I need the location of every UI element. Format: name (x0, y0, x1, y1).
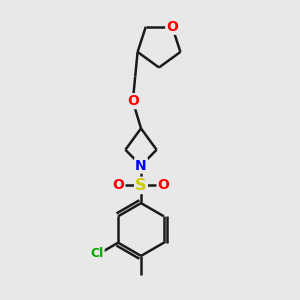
Text: O: O (127, 94, 139, 108)
Text: O: O (166, 20, 178, 34)
Text: S: S (135, 178, 147, 193)
Text: Cl: Cl (90, 247, 104, 260)
Text: N: N (135, 159, 147, 172)
Text: O: O (112, 178, 124, 192)
Text: O: O (158, 178, 169, 192)
